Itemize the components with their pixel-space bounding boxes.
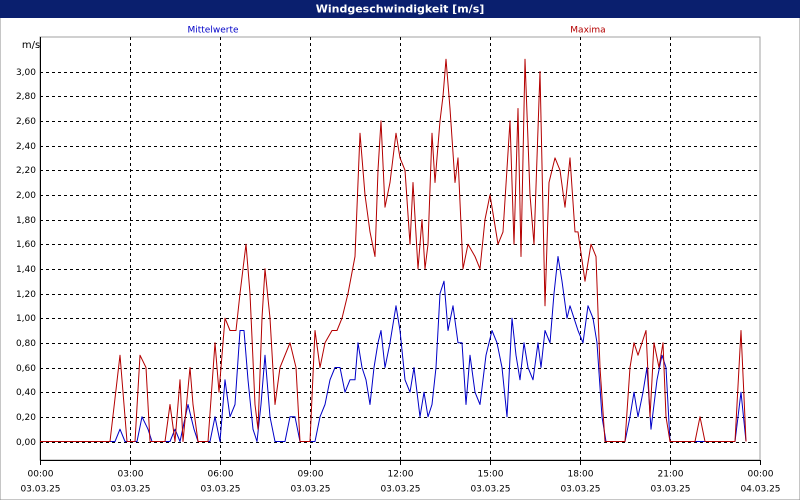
x-tick-date: 03.03.25 (470, 485, 510, 495)
data-line (40, 58, 747, 442)
y-tick-label: 2,80 (16, 92, 36, 102)
y-unit: m/s (22, 40, 40, 51)
y-tick-label: 1,20 (16, 290, 36, 300)
plot-area: 0,00 0,20 0,40 0,60 0,80 1,00 1,20 1,40 1,60 1,80… (16, 26, 781, 495)
x-tick-date: 03.03.25 (560, 485, 600, 495)
data-line (40, 256, 747, 442)
y-tick-label: 1,00 (16, 314, 36, 324)
x-tick-date: 03.03.25 (380, 485, 420, 495)
y-tick-label: 0,20 (16, 413, 36, 423)
x-tick-label: 00:00 (748, 470, 774, 480)
chart-title: Windgeschwindigkeit [m/s] (316, 3, 485, 16)
x-tick-label: 18:00 (568, 470, 594, 480)
y-tick-label: 2,20 (16, 166, 36, 176)
y-tick-label: 3,00 (16, 68, 36, 78)
x-tick-label: 00:00 (28, 470, 54, 480)
x-tick-label: 15:00 (478, 470, 504, 480)
x-tick-date: 04.03.25 (740, 485, 780, 495)
y-tick-label: 1,40 (16, 265, 36, 275)
y-tick-label: 2,60 (16, 117, 36, 127)
y-tick-label: 0,40 (16, 388, 36, 398)
title-bar (0, 0, 800, 18)
x-tick-label: 09:00 (298, 470, 324, 480)
x-tick-date: 03.03.25 (110, 485, 150, 495)
y-tick-label: 0,00 (16, 438, 36, 448)
x-tick-date: 03.03.25 (200, 485, 240, 495)
x-tick-date: 03.03.25 (20, 485, 60, 495)
x-tick-label: 21:00 (658, 470, 684, 480)
legend-label: Maxima (570, 26, 605, 36)
x-tick-date: 03.03.25 (290, 485, 330, 495)
x-tick-date: 03.03.25 (650, 485, 690, 495)
y-tick-label: 0,80 (16, 339, 36, 349)
y-tick-label: 2,00 (16, 191, 36, 201)
legend-label: Mittelwerte (187, 26, 238, 36)
x-tick-label: 12:00 (388, 470, 414, 480)
x-tick-label: 03:00 (118, 470, 144, 480)
y-tick-label: 1,60 (16, 240, 36, 250)
x-tick-label: 06:00 (208, 470, 234, 480)
y-tick-label: 2,40 (16, 142, 36, 152)
y-tick-label: 1,80 (16, 216, 36, 226)
y-tick-label: 0,60 (16, 364, 36, 374)
